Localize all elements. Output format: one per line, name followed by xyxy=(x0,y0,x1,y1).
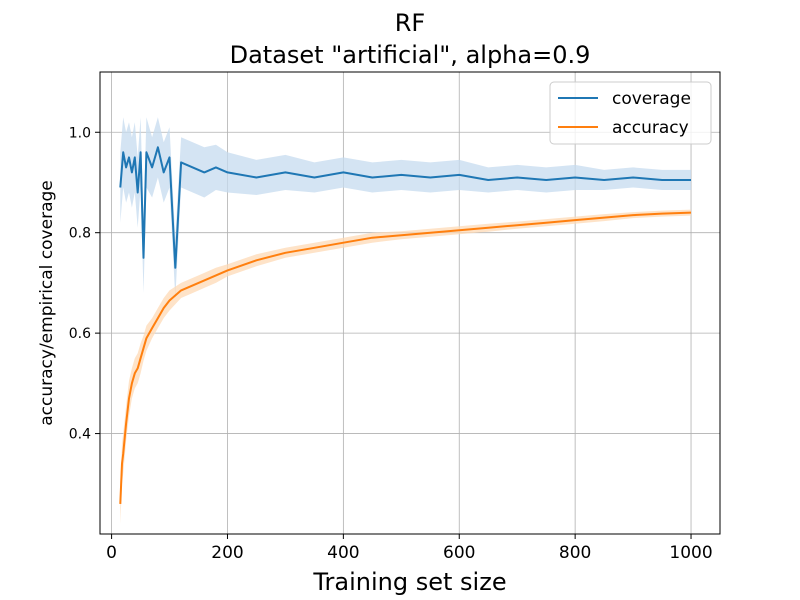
accuracy-line xyxy=(119,211,692,504)
coverage-band xyxy=(120,117,692,298)
coverage-line xyxy=(119,146,691,269)
series-lines xyxy=(119,146,692,504)
legend-label-coverage: coverage xyxy=(612,89,691,109)
confidence-bands xyxy=(120,117,692,524)
plot-frame xyxy=(99,71,721,535)
x-tick-label: 600 xyxy=(443,543,475,563)
legend-label-accuracy: accuracy xyxy=(612,118,689,138)
y-tick-label: 0.6 xyxy=(69,326,91,342)
x-tick-label: 0 xyxy=(106,543,117,563)
chart-title: RF xyxy=(395,9,425,37)
x-tick-label: 200 xyxy=(211,543,243,563)
y-tick-label: 0.8 xyxy=(69,226,91,242)
x-tick-label: 1000 xyxy=(669,543,712,563)
x-tick-label: 400 xyxy=(327,543,359,563)
x-tick-label: 800 xyxy=(559,543,591,563)
chart-subtitle: Dataset "artificial", alpha=0.9 xyxy=(230,41,591,69)
legend: coverage accuracy xyxy=(549,81,712,145)
y-tick-label: 1.0 xyxy=(69,125,91,141)
axis-ticks: 0 200 400 600 800 1000 0.4 0.6 0.8 1.0 xyxy=(69,125,713,563)
y-axis-label: accuracy/empirical coverage xyxy=(37,180,57,426)
accuracy-band xyxy=(120,209,692,524)
x-axis-label: Training set size xyxy=(312,568,506,596)
y-tick-label: 0.4 xyxy=(69,427,91,443)
